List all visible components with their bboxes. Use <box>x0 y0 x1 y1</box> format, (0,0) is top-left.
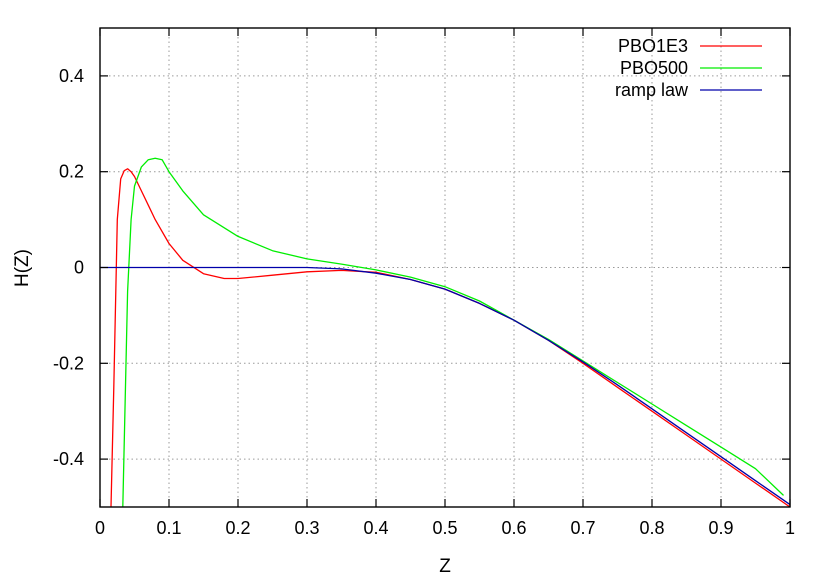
y-tick-label: -0.4 <box>53 449 84 469</box>
axis-ticks: 0 0.1 0.2 0.3 0.4 0.5 0.6 0.7 0.8 0.9 1 0.4 0.2 0 -0.2… <box>53 28 795 538</box>
x-axis-title: Z <box>439 556 451 577</box>
x-tick-label: 0.1 <box>156 518 181 538</box>
x-tick-label: 0.3 <box>294 518 319 538</box>
x-tick-label: 0.8 <box>639 518 664 538</box>
x-tick-label: 0.9 <box>708 518 733 538</box>
y-tick-label: 0 <box>74 258 84 278</box>
x-tick-label: 0 <box>95 518 105 538</box>
x-tick-label: 0.7 <box>570 518 595 538</box>
x-tick-label: 1 <box>785 518 795 538</box>
series-line-pbo1e3 <box>110 168 790 507</box>
legend-label: ramp law <box>615 80 689 100</box>
x-tick-label: 0.5 <box>432 518 457 538</box>
x-tick-label: 0.4 <box>363 518 388 538</box>
legend-label: PBO1E3 <box>618 36 688 56</box>
series-line-ramp-law <box>100 266 790 506</box>
x-tick-label: 0.2 <box>225 518 250 538</box>
y-tick-label: -0.2 <box>53 353 84 373</box>
x-tick-label: 0.6 <box>501 518 526 538</box>
y-tick-label: 0.4 <box>59 66 84 86</box>
y-tick-label: 0.2 <box>59 162 84 182</box>
series-lines <box>100 157 790 507</box>
legend-label: PBO500 <box>620 58 688 78</box>
series-line-pbo500 <box>122 157 784 507</box>
y-axis-title: H(Z) <box>12 249 33 287</box>
